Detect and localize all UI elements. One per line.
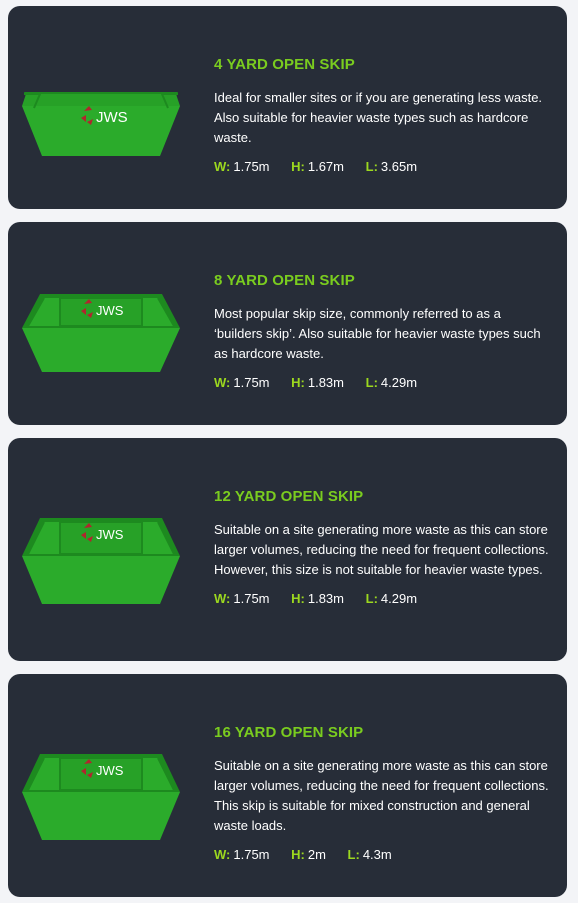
skip-title: 4 YARD OPEN SKIP	[214, 56, 355, 73]
skip-description: Suitable on a site generating more waste…	[214, 522, 549, 577]
dimension-width: W: 1.75m	[214, 847, 270, 862]
dimension-length: L: 4.29m	[365, 375, 418, 390]
skip-dimensions: W: 1.75m H: 2m L: 4.3m	[214, 846, 549, 864]
dimension-width: W: 1.75m	[214, 375, 270, 390]
dimension-width: W: 1.75m	[214, 591, 270, 606]
dimension-height: H: 1.67m	[291, 159, 344, 174]
skip-description: Most popular skip size, commonly referre…	[214, 306, 541, 361]
dimension-length: L: 4.29m	[365, 591, 418, 606]
jws-logo-icon: JWS	[81, 299, 124, 318]
flat-skip-icon: JWS	[20, 88, 182, 168]
open-skip-icon: JWS	[20, 516, 182, 604]
skip-details: 12 YARD OPEN SKIP Suitable on a site gen…	[214, 488, 549, 608]
skip-dimensions: W: 1.75m H: 1.83m L: 4.29m	[214, 374, 549, 392]
skip-details: 16 YARD OPEN SKIP Suitable on a site gen…	[214, 724, 549, 864]
dimension-height: H: 1.83m	[291, 375, 344, 390]
dimension-length: L: 4.3m	[347, 847, 392, 862]
dimension-height: H: 1.83m	[291, 591, 344, 606]
skip-card[interactable]: JWS 12 YARD OPEN SKIP Suitable on a site…	[8, 438, 567, 661]
open-skip-icon: JWS	[20, 752, 182, 840]
skip-details: 4 YARD OPEN SKIP Ideal for smaller sites…	[214, 56, 549, 176]
svg-text:JWS: JWS	[96, 763, 124, 778]
jws-logo-icon: JWS	[81, 759, 124, 778]
svg-text:JWS: JWS	[96, 527, 124, 542]
jws-logo-icon: JWS	[81, 106, 128, 126]
skip-description: Ideal for smaller sites or if you are ge…	[214, 90, 543, 145]
skip-card[interactable]: JWS 4 YARD OPEN SKIP Ideal for smaller s…	[8, 6, 567, 209]
skip-dimensions: W: 1.75m H: 1.83m L: 4.29m	[214, 590, 549, 608]
skip-dimensions: W: 1.75m H: 1.67m L: 3.65m	[214, 158, 549, 176]
skip-details: 8 YARD OPEN SKIP Most popular skip size,…	[214, 272, 549, 392]
skip-title: 16 YARD OPEN SKIP	[214, 724, 364, 741]
svg-text:JWS: JWS	[96, 303, 124, 318]
dimension-width: W: 1.75m	[214, 159, 270, 174]
dimension-length: L: 3.65m	[365, 159, 418, 174]
skip-title: 12 YARD OPEN SKIP	[214, 488, 364, 505]
skip-description: Suitable on a site generating more waste…	[214, 758, 549, 833]
jws-logo-icon: JWS	[81, 523, 124, 542]
skip-title: 8 YARD OPEN SKIP	[214, 272, 355, 289]
dimension-height: H: 2m	[291, 847, 326, 862]
svg-text:JWS: JWS	[96, 109, 128, 126]
skip-card[interactable]: JWS 8 YARD OPEN SKIP Most popular skip s…	[8, 222, 567, 425]
open-skip-icon: JWS	[20, 292, 182, 372]
skip-card[interactable]: JWS 16 YARD OPEN SKIP Suitable on a site…	[8, 674, 567, 897]
